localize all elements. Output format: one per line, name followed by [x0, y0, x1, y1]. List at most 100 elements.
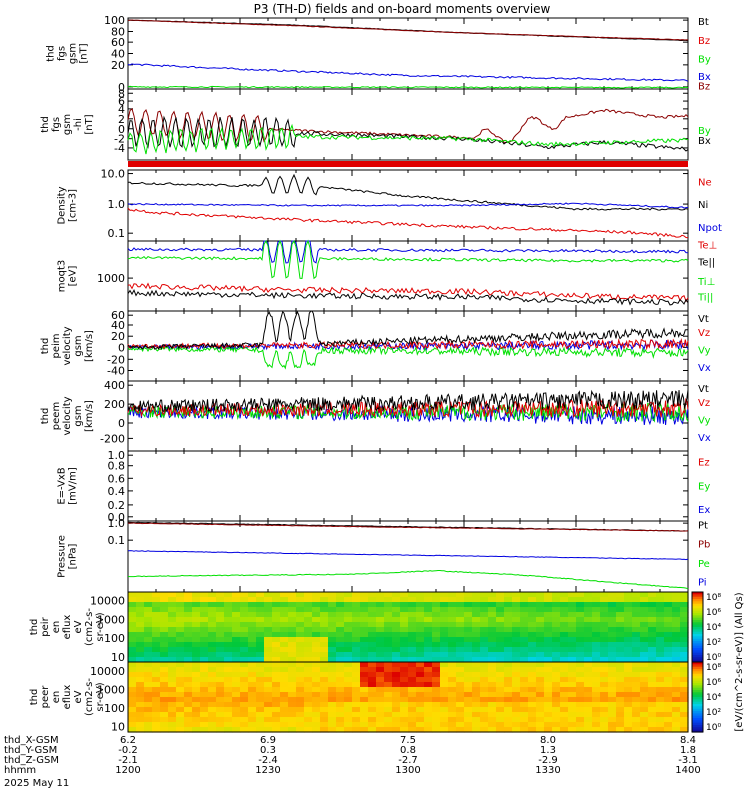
spectrogram-cell — [136, 687, 145, 693]
spectrogram-cell — [544, 597, 553, 603]
spectrogram-cell — [400, 627, 409, 633]
spectrogram-cell — [480, 727, 489, 733]
spectrogram-cell — [656, 697, 665, 703]
spectrogram-cell — [472, 667, 481, 673]
y-tick-label: 0 — [118, 341, 125, 354]
spectrogram-cell — [680, 647, 689, 653]
spectrogram-cell — [280, 712, 289, 718]
spectrogram-cell — [552, 722, 561, 728]
spectrogram-cell — [432, 722, 441, 728]
spectrogram-cell — [136, 657, 145, 663]
spectrogram-cell — [280, 707, 289, 713]
legend-label: Vt — [698, 314, 709, 325]
spectrogram-cell — [136, 617, 145, 623]
spectrogram-cell — [488, 692, 497, 698]
spectrogram-cell — [536, 622, 545, 628]
spectrogram-cell — [160, 707, 169, 713]
spectrogram-cell — [208, 667, 217, 673]
spectrogram-cell — [464, 677, 473, 683]
y-axis-label: moqt3[eV] — [57, 260, 79, 293]
spectrogram-cell — [592, 677, 601, 683]
spectrogram-cell — [368, 682, 377, 688]
spectrogram-cell — [384, 682, 393, 688]
spectrogram-cell — [432, 692, 441, 698]
spectrogram-cell — [392, 627, 401, 633]
spectrogram-cell — [192, 647, 201, 653]
spectrogram-cell — [616, 717, 625, 723]
spectrogram-cell — [464, 722, 473, 728]
spectrogram-cell — [304, 722, 313, 728]
spectrogram-cell — [320, 702, 329, 708]
spectrogram-cell — [152, 592, 161, 598]
spectrogram-cell — [240, 672, 249, 678]
spectrogram-cell — [152, 627, 161, 633]
spectrogram-cell — [344, 612, 353, 618]
spectrogram-cell — [680, 697, 689, 703]
spectrogram-cell — [480, 712, 489, 718]
colorbar-segment — [692, 659, 703, 663]
spectrogram-cell — [640, 632, 649, 638]
spectrogram-cell — [416, 662, 425, 668]
spectrogram-cell — [328, 722, 337, 728]
spectrogram-cell — [368, 667, 377, 673]
spectrogram-cell — [464, 667, 473, 673]
spectrogram-cell — [608, 652, 617, 658]
spectrogram-cell — [536, 677, 545, 683]
spectrogram-cell — [288, 597, 297, 603]
spectrogram-cell — [472, 727, 481, 733]
spectrogram-cell — [200, 627, 209, 633]
spectrogram-cell — [192, 687, 201, 693]
spectrogram-cell — [240, 712, 249, 718]
spectrogram-cell — [160, 727, 169, 733]
spectrogram-cell — [160, 672, 169, 678]
spectrogram-cell — [304, 627, 313, 633]
spectrogram-cell — [264, 592, 273, 598]
spectrogram-cell — [560, 647, 569, 653]
spectrogram-cell — [560, 702, 569, 708]
spectrogram-cell — [336, 677, 345, 683]
spectrogram-cell — [280, 722, 289, 728]
spectrogram-cell — [672, 727, 681, 733]
spectrogram-cell — [496, 647, 505, 653]
spectrogram-cell — [184, 677, 193, 683]
spectrogram-cell — [440, 602, 449, 608]
spectrogram-cell — [216, 627, 225, 633]
spectrogram-cell — [352, 622, 361, 628]
spectrogram-cell — [192, 652, 201, 658]
spectrogram-cell — [160, 637, 169, 643]
spectrogram-cell — [232, 672, 241, 678]
spectrogram-cell — [592, 682, 601, 688]
spectrogram-cell — [456, 607, 465, 613]
spectrogram-cell — [248, 597, 257, 603]
series-line-vt — [127, 310, 688, 350]
spectrogram-cell — [328, 637, 337, 643]
spectrogram-cell — [408, 597, 417, 603]
spectrogram-cell — [544, 662, 553, 668]
spectrogram-cell — [392, 702, 401, 708]
spectrogram-cell — [576, 692, 585, 698]
spectrogram-cell — [176, 612, 185, 618]
spectrogram-cell — [312, 692, 321, 698]
spectrogram-cell — [336, 622, 345, 628]
spectrogram-cell — [208, 712, 217, 718]
spectrogram-cell — [312, 712, 321, 718]
spectrogram-cell — [320, 707, 329, 713]
spectrogram-cell — [240, 657, 249, 663]
spectrogram-cell — [248, 617, 257, 623]
spectrogram-cell — [240, 662, 249, 668]
spectrogram-cell — [352, 697, 361, 703]
spectrogram-cell — [520, 662, 529, 668]
spectrogram-cell — [576, 622, 585, 628]
spectrogram-cell — [544, 657, 553, 663]
spectrogram-cell — [224, 682, 233, 688]
y-tick-label: 1.0 — [108, 517, 126, 530]
y-axis-label: Density[cm-3] — [57, 186, 79, 224]
spectrogram-cell — [520, 702, 529, 708]
spectrogram-cell — [560, 592, 569, 598]
spectrogram-cell — [432, 682, 441, 688]
spectrogram-cell — [464, 692, 473, 698]
spectrogram-cell — [552, 602, 561, 608]
spectrogram-cell — [632, 697, 641, 703]
spectrogram-cell — [128, 602, 137, 608]
